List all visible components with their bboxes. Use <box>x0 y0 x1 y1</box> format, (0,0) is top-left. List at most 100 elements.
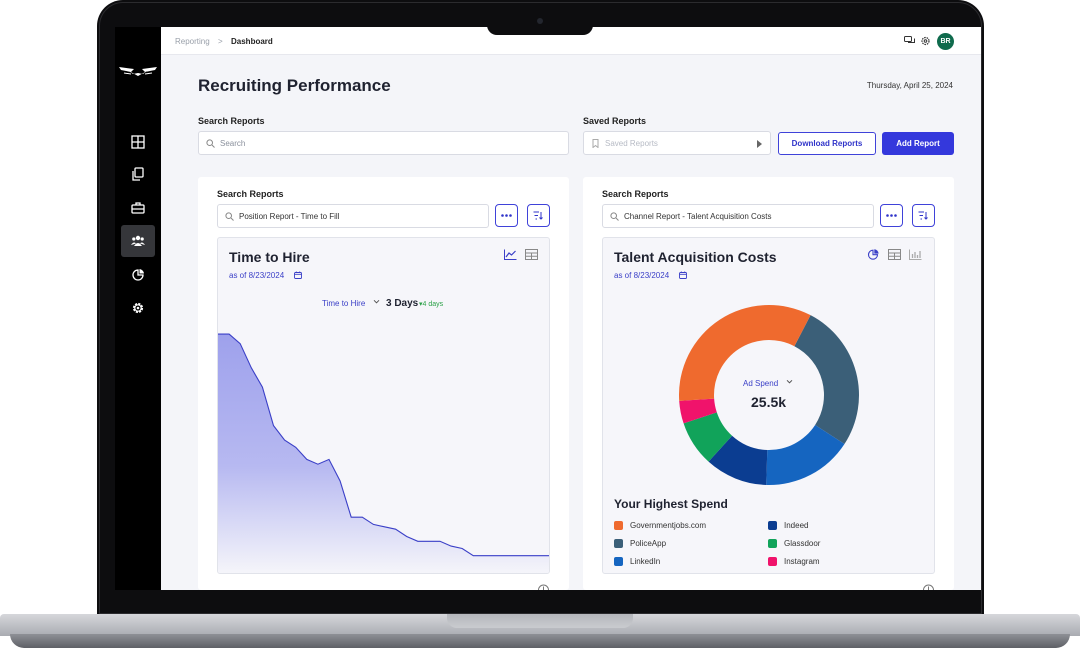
chevron-down-icon[interactable] <box>786 378 793 385</box>
highest-spend-title: Your Highest Spend <box>614 497 728 511</box>
current-date: Thursday, April 25, 2024 <box>866 81 953 90</box>
bezel-edge <box>99 2 982 614</box>
legend-swatch <box>614 557 623 566</box>
legend-label: LinkedIn <box>630 557 661 566</box>
metric-value: 3 Days <box>386 298 419 309</box>
legend-label: Indeed <box>784 521 809 530</box>
bar-chart-icon[interactable] <box>909 249 922 260</box>
breadcrumb-dashboard: Dashboard <box>231 37 273 46</box>
sidebar-item-jobs[interactable] <box>121 192 155 224</box>
left-report-panel: Search Reports Position Report - Time to… <box>198 177 569 590</box>
time-to-hire-line <box>218 333 549 557</box>
pie-chart-icon[interactable] <box>867 249 880 260</box>
filter-icon <box>918 211 928 220</box>
more-dots-icon <box>501 214 512 217</box>
camera-notch <box>487 15 593 35</box>
caret-right-icon <box>757 140 762 148</box>
app-screen: Reporting > Dashboard BR Recruiting Perf… <box>115 27 981 590</box>
calendar-icon[interactable] <box>294 271 302 279</box>
search-placeholder: Search <box>220 139 246 148</box>
legend-swatch <box>768 521 777 530</box>
donut-slice-governmentjobs-com[interactable] <box>679 305 811 401</box>
more-dots-icon <box>886 214 897 217</box>
legend-item[interactable]: Governmentjobs.com <box>614 521 706 530</box>
copy-icon <box>132 167 144 181</box>
sidebar-item-reporting[interactable] <box>121 259 155 291</box>
legend-item[interactable]: Instagram <box>768 557 820 566</box>
search-input[interactable]: Search <box>198 131 569 155</box>
gear-icon <box>132 302 144 314</box>
legend-label: PoliceApp <box>630 539 667 548</box>
legend-item[interactable]: Glassdoor <box>768 539 820 548</box>
bookmark-icon <box>592 139 599 148</box>
talent-acquisition-card: Talent Acquisition Costs as of 8/23/2024… <box>602 237 935 574</box>
left-more-button[interactable] <box>495 204 518 227</box>
donut-metric-selector[interactable]: Ad Spend <box>743 379 779 388</box>
right-filter-button[interactable] <box>912 204 935 227</box>
metric-selector[interactable]: Time to Hire <box>322 299 366 308</box>
legend-item[interactable]: PoliceApp <box>614 539 666 548</box>
right-report-search[interactable]: Channel Report - Talent Acquisition Cost… <box>602 204 874 228</box>
legend-swatch <box>768 539 777 548</box>
settings-gear-icon[interactable] <box>920 36 931 46</box>
left-report-search[interactable]: Position Report - Time to Fill <box>217 204 489 228</box>
legend-label: Governmentjobs.com <box>630 521 707 530</box>
metric-delta-value: 4 days <box>422 301 444 308</box>
legend-label: Instagram <box>784 557 820 566</box>
time-to-hire-title: Time to Hire <box>229 249 310 265</box>
main-content: Reporting > Dashboard BR Recruiting Perf… <box>161 27 981 590</box>
legend-item[interactable]: LinkedIn <box>614 557 660 566</box>
laptop-trackpad-groove <box>447 614 633 628</box>
calendar-icon[interactable] <box>679 271 687 279</box>
sidebar-item-candidates[interactable] <box>121 225 155 257</box>
legend-item[interactable]: Indeed <box>768 521 808 530</box>
metric-delta: ▾4 days <box>419 301 444 308</box>
sidebar-item-dashboard[interactable] <box>121 126 155 158</box>
line-chart-icon[interactable] <box>504 249 517 260</box>
filter-icon <box>533 211 543 220</box>
user-avatar[interactable]: BR <box>937 33 954 50</box>
time-to-hire-as-of: as of 8/23/2024 <box>229 271 285 280</box>
table-icon[interactable] <box>525 249 538 260</box>
sidebar-item-settings[interactable] <box>121 292 155 324</box>
right-more-button[interactable] <box>880 204 903 227</box>
chat-icon[interactable] <box>904 36 915 46</box>
grid-icon <box>131 135 145 149</box>
sidebar <box>115 27 161 590</box>
donut-slice-glassdoor[interactable] <box>683 412 733 462</box>
users-icon <box>131 235 145 246</box>
saved-reports-label: Saved Reports <box>583 116 647 126</box>
saved-reports-select[interactable]: Saved Reports <box>583 131 771 155</box>
laptop-base-bottom <box>10 634 1070 648</box>
camera-icon <box>537 18 543 24</box>
legend-swatch <box>614 539 623 548</box>
legend-swatch <box>768 557 777 566</box>
add-report-button[interactable]: Add Report <box>882 132 954 155</box>
info-icon[interactable] <box>538 584 549 590</box>
breadcrumb-reporting[interactable]: Reporting <box>175 37 210 46</box>
right-report-panel: Search Reports Channel Report - Talent A… <box>583 177 954 590</box>
left-filter-button[interactable] <box>527 204 550 227</box>
download-reports-button[interactable]: Download Reports <box>778 132 876 155</box>
saved-reports-placeholder: Saved Reports <box>605 139 658 148</box>
chevron-down-icon[interactable] <box>373 298 380 305</box>
sidebar-item-documents[interactable] <box>121 158 155 190</box>
search-reports-label: Search Reports <box>198 116 265 126</box>
donut-slice-policeapp[interactable] <box>794 315 859 445</box>
donut-slice-linkedin[interactable] <box>766 424 845 485</box>
talent-acquisition-title: Talent Acquisition Costs <box>614 249 777 265</box>
donut-slice-indeed[interactable] <box>708 435 768 485</box>
donut-total-value: 25.5k <box>751 394 787 410</box>
donut-slice-instagram[interactable] <box>679 398 717 424</box>
table-icon[interactable] <box>888 249 901 260</box>
time-to-hire-area <box>218 334 549 573</box>
pie-chart-icon <box>132 269 144 281</box>
time-to-hire-card: Time to Hire as of 8/23/2024 Time to Hir… <box>217 237 550 574</box>
breadcrumb-separator: > <box>218 37 223 46</box>
search-icon <box>225 212 234 221</box>
talent-acquisition-as-of: as of 8/23/2024 <box>614 271 670 280</box>
right-panel-label: Search Reports <box>602 189 669 199</box>
info-icon[interactable] <box>923 584 934 590</box>
left-report-query: Position Report - Time to Fill <box>239 212 340 221</box>
